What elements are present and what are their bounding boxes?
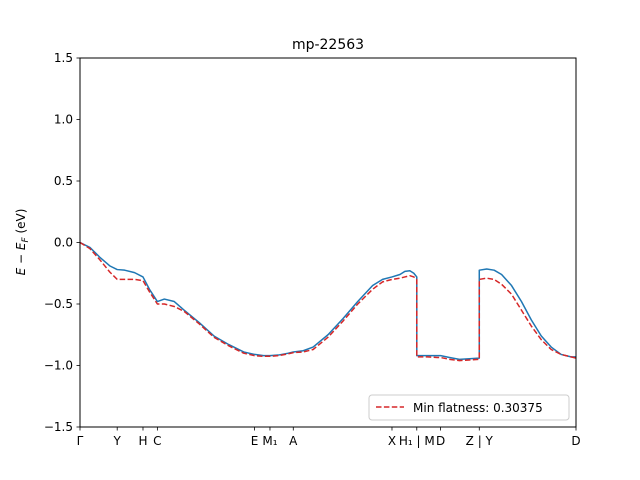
y-tick-label: −1.5 (44, 420, 73, 434)
y-axis-label-main: E − E (14, 242, 28, 275)
legend-box (368, 394, 570, 421)
x-tick-label: X (388, 434, 396, 448)
y-tick-label: −1.0 (44, 359, 73, 373)
y-axis-label-tail: (eV) (14, 209, 28, 238)
x-tick-label: Z | Y (466, 434, 494, 448)
x-tick-label: M₁ (262, 434, 277, 448)
x-tick-label: A (289, 434, 298, 448)
y-tick-label: −0.5 (44, 297, 73, 311)
chart-title: mp-22563 (292, 37, 364, 53)
y-axis: 1.5 1.0 0.5 0.0 −0.5 −1.0 −1.5 (44, 51, 80, 434)
y-tick-label: 1.5 (54, 51, 73, 65)
series-layer (79, 241, 577, 362)
x-tick-label: H₁ | M (399, 434, 435, 448)
y-tick-label: 1.0 (54, 113, 73, 127)
legend-label: Min flatness: 0.30375 (413, 401, 543, 415)
series-line-solid (79, 241, 576, 361)
x-tick-label: Y (113, 434, 122, 448)
axes-frame (79, 57, 577, 428)
y-tick-label: 0.5 (54, 174, 73, 188)
x-tick-label: D (436, 434, 445, 448)
x-tick-label: C (153, 434, 161, 448)
x-tick-label: D (571, 434, 580, 448)
y-tick-label: 0.0 (54, 236, 73, 250)
y-axis-label-sub: F (21, 237, 31, 243)
svg-text:E − EF (eV): E − EF (eV) (14, 209, 31, 276)
y-axis-label: E − EF (eV) (14, 209, 31, 276)
x-tick-label: H (138, 434, 147, 448)
legend: Min flatness: 0.30375 (368, 394, 570, 421)
x-tick-label: E (251, 434, 259, 448)
x-tick-label: Γ (77, 434, 84, 448)
series-line-dashed (79, 241, 577, 362)
